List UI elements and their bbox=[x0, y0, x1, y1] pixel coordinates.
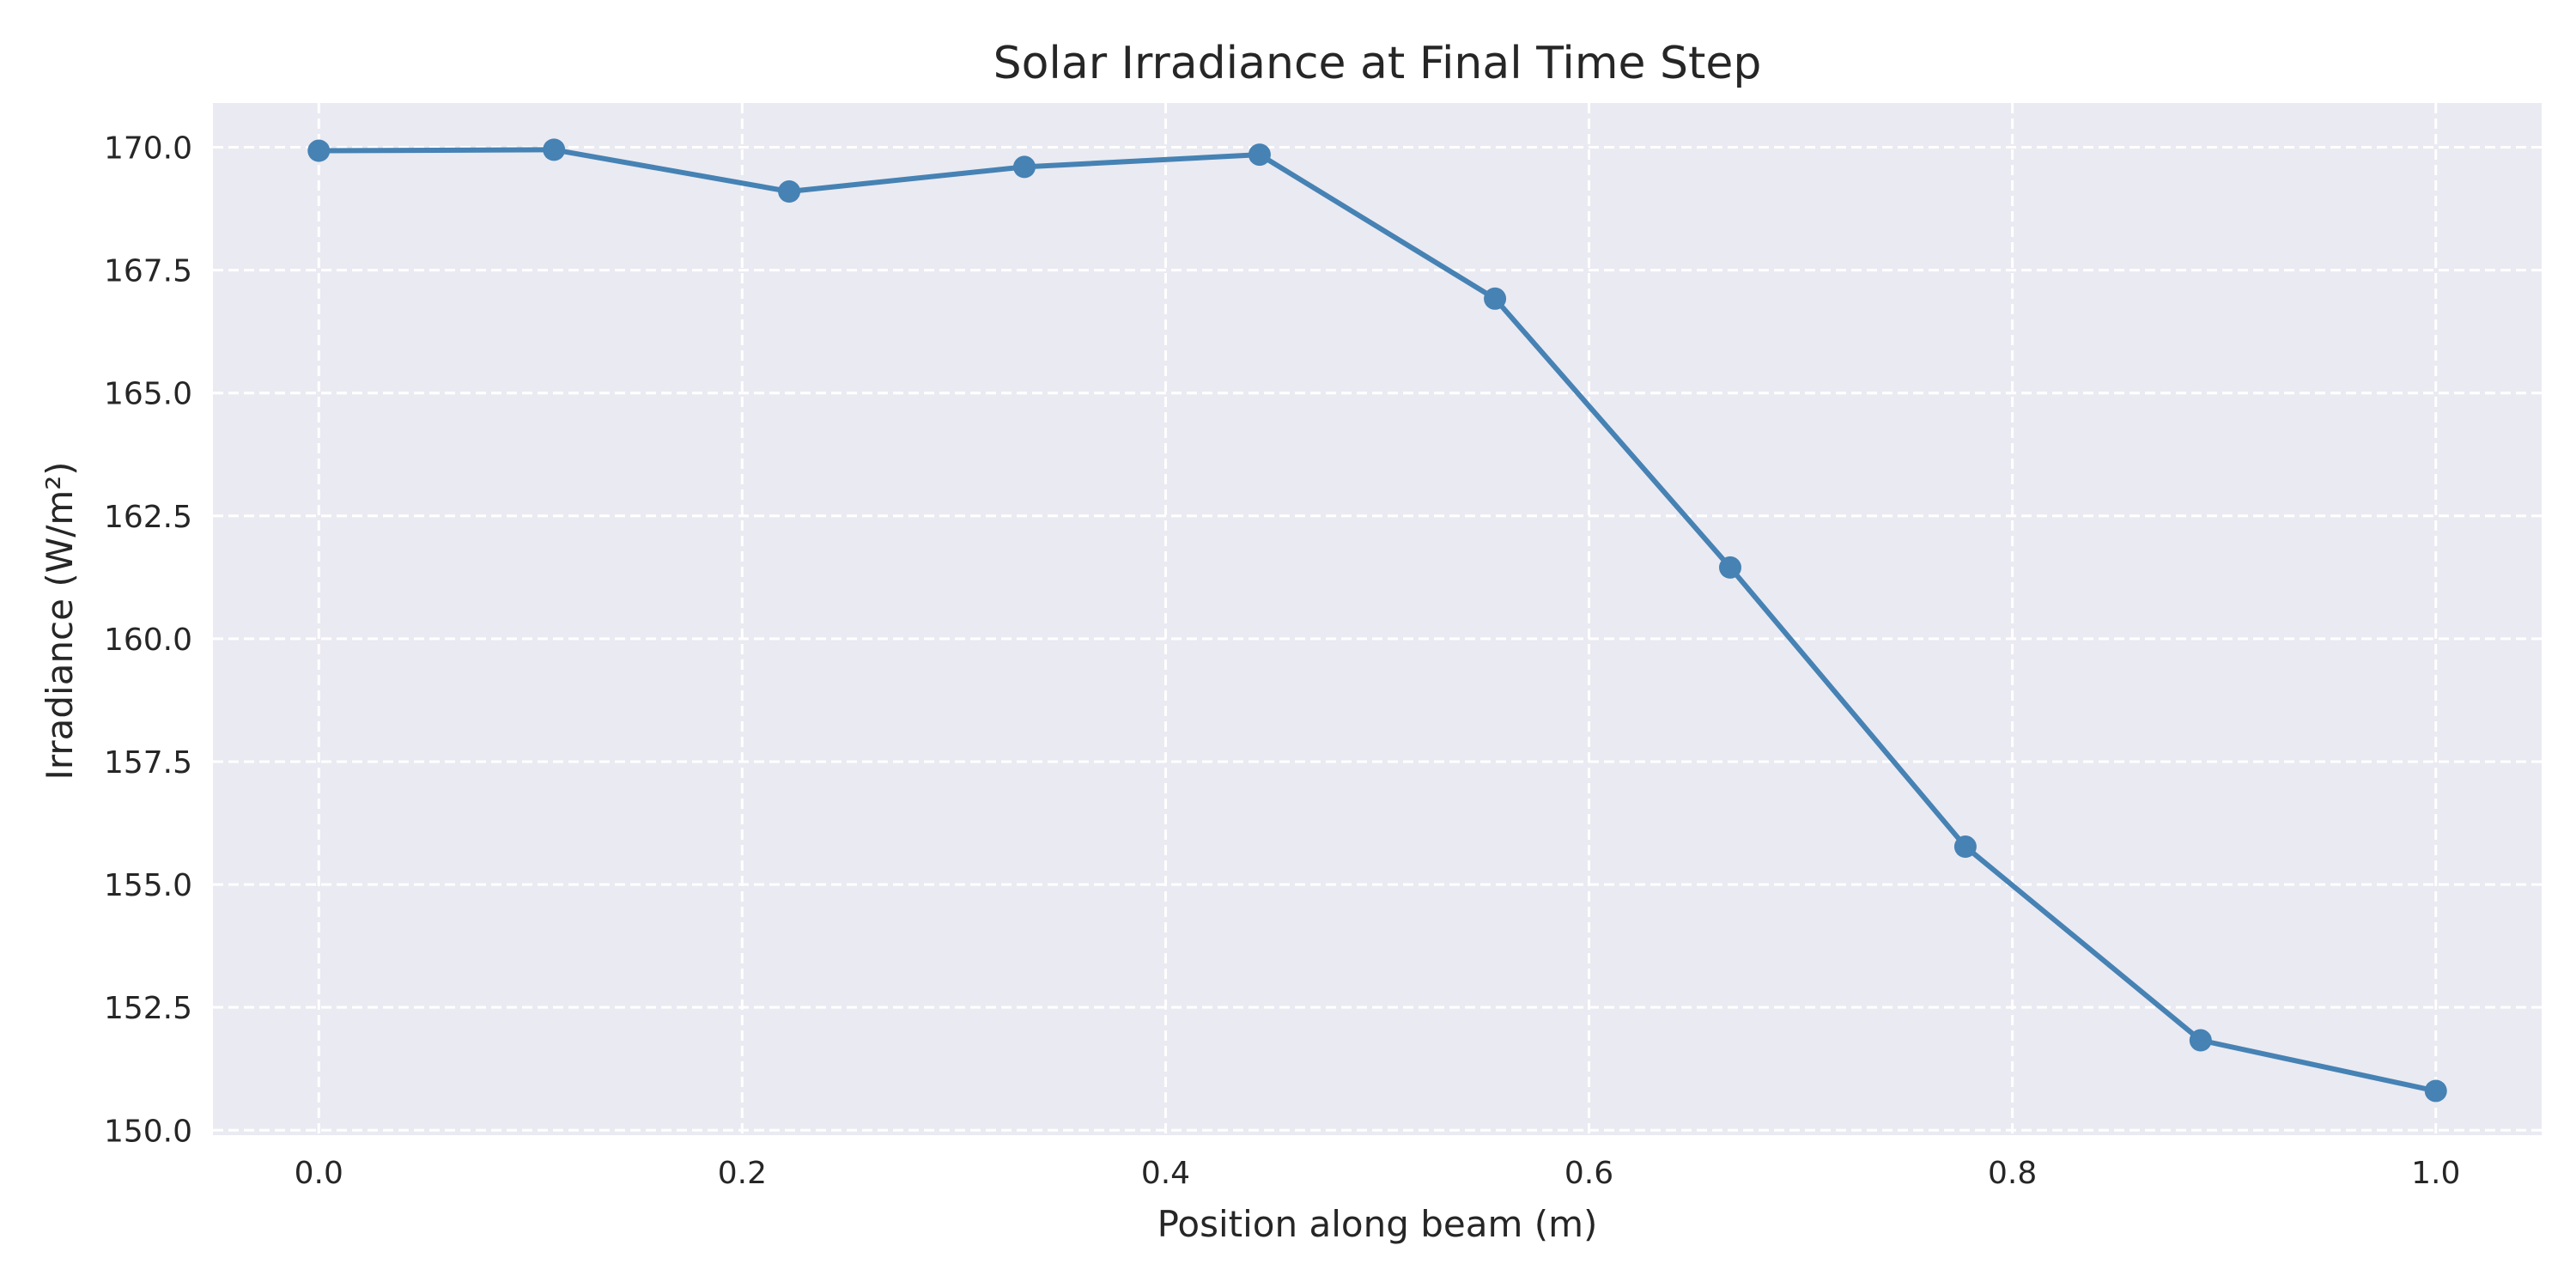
series-layer bbox=[307, 138, 2447, 1103]
data-point bbox=[778, 180, 801, 204]
data-point bbox=[1248, 143, 1271, 167]
y-tick-label: 170.0 bbox=[104, 131, 192, 167]
y-tick-label: 167.5 bbox=[104, 254, 192, 289]
data-point bbox=[2189, 1029, 2212, 1052]
chart-title: Solar Irradiance at Final Time Step bbox=[993, 38, 1762, 89]
data-point bbox=[307, 139, 331, 162]
data-point bbox=[1718, 556, 1741, 579]
y-axis-label: Irradiance (W/m²) bbox=[39, 461, 81, 780]
x-tick-label: 0.4 bbox=[1141, 1156, 1190, 1191]
tick-labels: 0.0 0.2 0.4 0.6 0.8 1.0 150.0 152.5 155.0 157.5 16… bbox=[104, 131, 2460, 1191]
x-tick-label: 1.0 bbox=[2411, 1156, 2460, 1191]
y-tick-label: 162.5 bbox=[104, 500, 192, 535]
x-axis-label: Position along beam (m) bbox=[1157, 1203, 1598, 1245]
series-line bbox=[316, 147, 2439, 1094]
y-tick-label: 165.0 bbox=[104, 377, 192, 412]
x-tick-label: 0.6 bbox=[1564, 1156, 1613, 1191]
x-tick-label: 0.8 bbox=[1988, 1156, 2037, 1191]
grid bbox=[213, 103, 2542, 1135]
plot-area bbox=[213, 103, 2542, 1135]
data-point bbox=[1013, 155, 1036, 179]
x-tick-label: 0.0 bbox=[295, 1156, 343, 1191]
x-tick-label: 0.2 bbox=[718, 1156, 767, 1191]
data-point bbox=[1484, 287, 1507, 310]
y-tick-label: 155.0 bbox=[104, 868, 192, 903]
y-tick-label: 157.5 bbox=[104, 745, 192, 781]
data-point bbox=[543, 138, 566, 161]
y-tick-label: 152.5 bbox=[104, 991, 192, 1026]
y-tick-label: 150.0 bbox=[104, 1114, 192, 1149]
data-point bbox=[2424, 1079, 2447, 1103]
y-tick-label: 160.0 bbox=[104, 623, 192, 658]
data-point bbox=[1953, 835, 1977, 859]
